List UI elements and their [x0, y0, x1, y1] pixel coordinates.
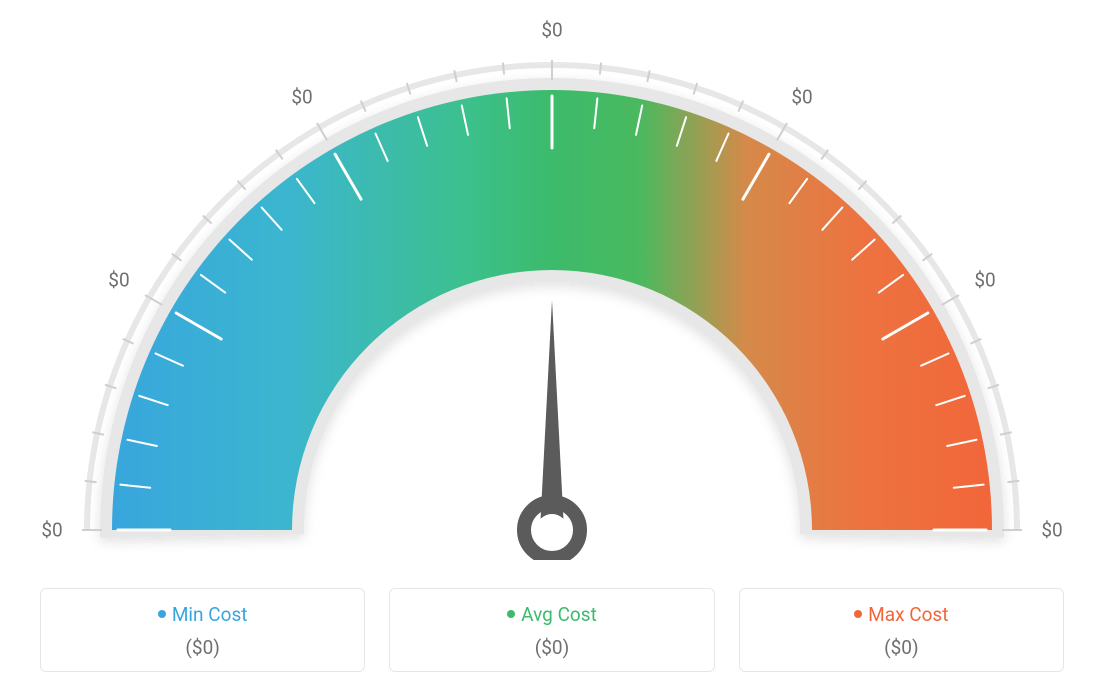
legend-dot-min — [158, 610, 166, 618]
gauge-area: $0 $0 $0 $0 $0 $0 $0 — [0, 0, 1104, 560]
legend-label-min: Min Cost — [172, 603, 248, 626]
legend-label-max: Max Cost — [868, 603, 948, 626]
gauge-chart-container: $0 $0 $0 $0 $0 $0 $0 Min Cost ($0) Avg Cost ($… — [0, 0, 1104, 690]
legend-value-min: ($0) — [51, 636, 354, 659]
legend-value-avg: ($0) — [400, 636, 703, 659]
tick-label: $0 — [541, 19, 562, 42]
tick-label: $0 — [1041, 519, 1062, 542]
tick-label: $0 — [41, 519, 62, 542]
legend-title-max: Max Cost — [750, 603, 1053, 626]
gauge-svg — [0, 0, 1104, 560]
legend-dot-max — [854, 610, 862, 618]
legend-dot-avg — [507, 610, 515, 618]
legend-title-avg: Avg Cost — [400, 603, 703, 626]
tick-label: $0 — [791, 85, 812, 108]
legend-card-min: Min Cost ($0) — [40, 588, 365, 672]
legend-label-avg: Avg Cost — [521, 603, 597, 626]
legend-row: Min Cost ($0) Avg Cost ($0) Max Cost ($0… — [40, 588, 1064, 672]
legend-card-max: Max Cost ($0) — [739, 588, 1064, 672]
tick-label: $0 — [974, 269, 995, 292]
legend-title-min: Min Cost — [51, 603, 354, 626]
legend-value-max: ($0) — [750, 636, 1053, 659]
tick-label: $0 — [291, 85, 312, 108]
tick-label: $0 — [108, 269, 129, 292]
legend-card-avg: Avg Cost ($0) — [389, 588, 714, 672]
